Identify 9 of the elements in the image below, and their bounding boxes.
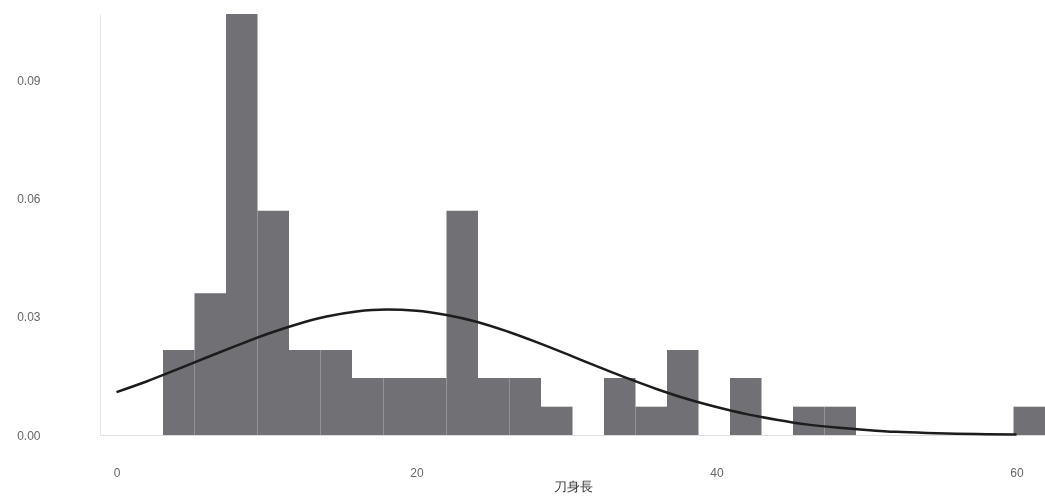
x-tick-label: 60	[1010, 465, 1024, 480]
y-tick-label: 0.06	[17, 192, 41, 207]
y-tick-label: 0.03	[17, 310, 41, 325]
y-tick-label: 0.09	[17, 74, 41, 89]
x-axis-title: 刀身長	[553, 478, 593, 494]
x-tick-label: 40	[710, 465, 724, 480]
y-tick-label: 0.00	[17, 428, 41, 443]
x-tick-label: 0	[113, 465, 121, 480]
x-tick-label: 20	[410, 465, 424, 480]
